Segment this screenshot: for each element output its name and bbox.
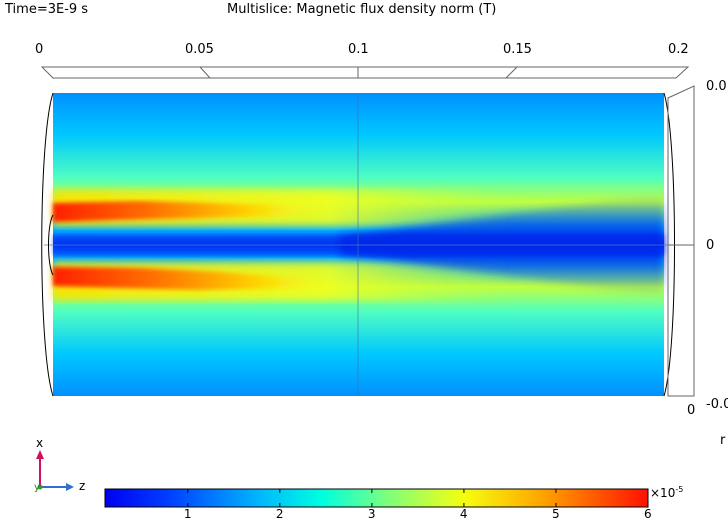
axis-triad: [36, 450, 74, 491]
colorbar-tick-label: 6: [644, 507, 652, 521]
triad-y-label: y: [34, 482, 40, 493]
z-axis-box: [40, 66, 690, 79]
field-slice: [44, 93, 694, 396]
z-tick-label: 0.15: [503, 42, 532, 57]
z-tick-label: 0.2: [668, 42, 689, 57]
colorbar-tick-label: 3: [367, 507, 376, 521]
x-tick-label: 0.0: [706, 79, 727, 94]
x-axis-unit: r: [720, 433, 726, 448]
x-tick-label: -0.0: [706, 397, 728, 412]
x-axis-box: [667, 85, 695, 397]
triad-z-label: z: [79, 479, 86, 493]
colorbar-tick-label: 1: [183, 507, 192, 521]
triad-y-dot: [37, 484, 43, 490]
colorbar-tick-label: 5: [551, 507, 560, 521]
plot-title: Multislice: Magnetic flux density norm (…: [227, 2, 497, 17]
colorbar-tick-label: 4: [459, 507, 468, 521]
triad-x-label: x: [36, 436, 44, 450]
z-tick-label: 0.1: [348, 42, 369, 57]
x-tick-label: 0: [706, 238, 715, 253]
colorbar-exponent: ×10-5: [650, 485, 684, 500]
x-tick-label: 0: [687, 403, 696, 418]
z-tick-label: 0.05: [185, 42, 214, 57]
time-label: Time=3E-9 s: [5, 2, 89, 17]
colorbar: [104, 488, 649, 508]
z-tick-label: 0: [35, 42, 44, 57]
colorbar-tick-label: 2: [275, 507, 284, 521]
